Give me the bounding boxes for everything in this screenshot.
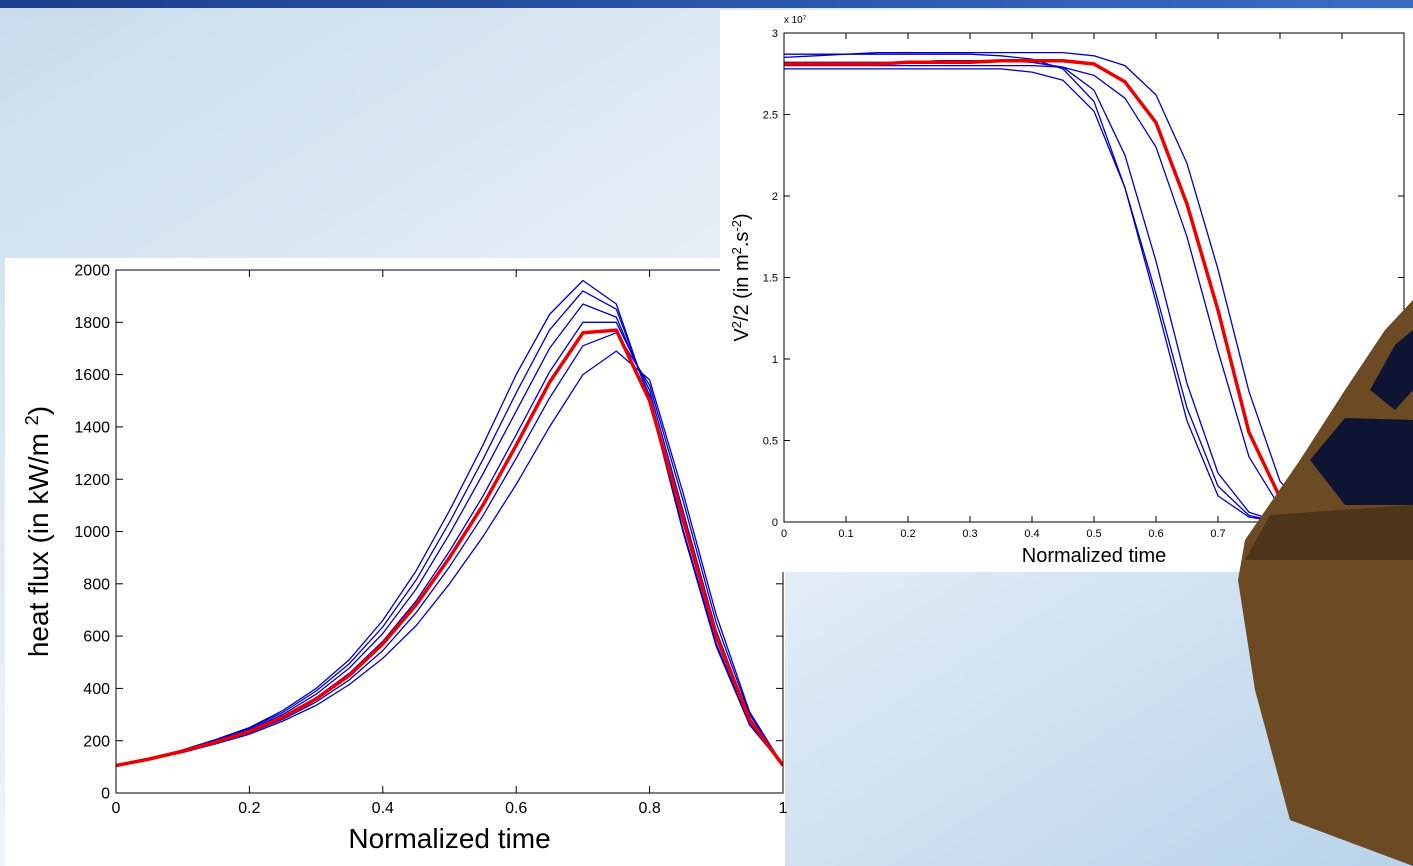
x-tick-label: 0.1 [838,528,853,540]
y-tick-label: 2 [772,191,778,203]
x-tick-label: 0.4 [372,800,394,817]
label-part: ) [731,213,753,220]
y-tick-label: 1400 [74,420,110,437]
x-tick-label: 0.8 [638,800,660,817]
y-tick-label: 800 [83,576,110,593]
data-line [116,328,783,768]
y-tick-label: 600 [83,629,110,646]
label-part: ) [23,406,54,415]
capsule-image [1238,300,1413,866]
y-tick-label: 2.5 [763,109,778,121]
plot-area [116,279,783,768]
x-tick-label: 0.6 [1148,528,1163,540]
y-tick-label: 1600 [74,367,110,384]
x-tick-label: 1 [779,800,788,817]
heat-flux-chart: 0 0.2 0.4 0.6 0.8 102004006008001000120014001… [5,258,788,866]
x-tick-label: 0.5 [1086,528,1101,540]
x-tick-label: 0.3 [962,528,977,540]
superscript: -2 [729,220,744,232]
y-tick-label: 1200 [74,472,110,489]
superscript: 2 [729,247,744,254]
y-tick-label: 1.5 [763,272,778,284]
capsule-edge [1245,505,1413,560]
superscript: 2 [22,415,42,425]
label-part: heat flux (in kW/m [23,425,54,657]
y-tick-label: 0 [772,517,778,529]
chart-panel [5,258,785,866]
data-line [116,350,783,767]
y-tick-label: 0.5 [763,435,778,447]
axis-label: V2/2 (in m2.s-2) [729,213,754,341]
y-tick-label: 1800 [74,315,110,332]
superscript: 7 [803,15,807,22]
superscript: 2 [729,321,744,328]
label-part: /2 (in m [731,254,753,321]
y-tick-label: 0 [101,786,110,803]
data-line [784,68,1404,522]
capsule-panel [1310,418,1413,505]
axis-label: heat flux (in kW/m 2) [22,406,54,657]
x-tick-label: 0.2 [238,800,260,817]
x-tick-label: 0.7 [1210,528,1225,540]
label-part: V [731,328,753,342]
x-tick-label: 0.2 [900,528,915,540]
data-line [784,53,1404,522]
x-tick-label: 0.4 [1024,528,1039,540]
x-axis-label: Normalized time [1022,545,1166,567]
capsule-panel [1370,330,1413,410]
label-part: x 10 [784,15,803,26]
x-tick-label: 0 [112,800,121,817]
x-tick-label: 0.6 [505,800,527,817]
y-tick-label: 1000 [74,524,110,541]
x-tick-label: 0 [781,528,787,540]
label-part: .s [731,232,753,248]
y-tick-label: 3 [772,28,778,40]
axis-label: x 107 [784,15,807,27]
x-axis-label: Normalized time [348,823,550,854]
y-tick-label: 1 [772,354,778,366]
top-bar [0,0,1413,8]
y-tick-label: 200 [83,733,110,750]
y-tick-label: 2000 [74,263,110,280]
y-tick-label: 400 [83,681,110,698]
